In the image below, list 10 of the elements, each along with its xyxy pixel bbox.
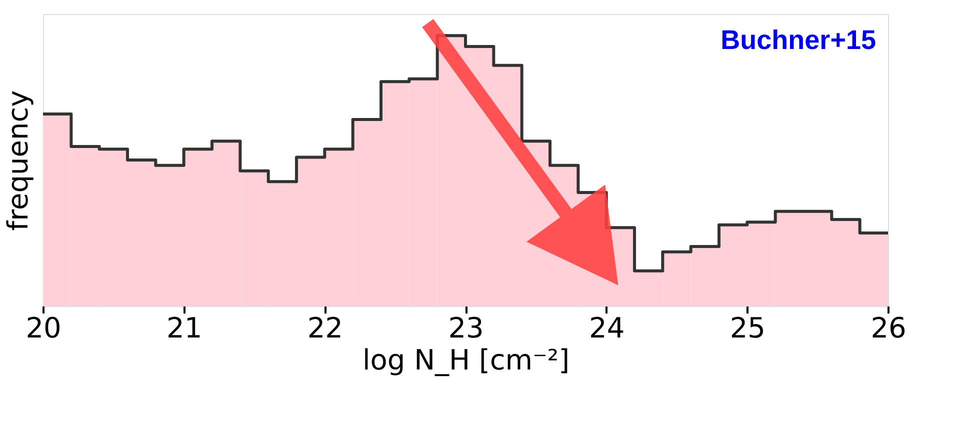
x-tick-label: 24 bbox=[589, 312, 625, 344]
x-tick-label: 25 bbox=[730, 312, 766, 344]
annotation: Buchner+15 bbox=[720, 25, 876, 55]
x-tick-label: 21 bbox=[166, 312, 202, 344]
x-tick-label: 20 bbox=[26, 312, 62, 344]
x-tick-label: 22 bbox=[307, 312, 343, 344]
x-tick-label: 26 bbox=[870, 312, 906, 344]
x-tick-label: 23 bbox=[448, 312, 484, 344]
x-axis-title: log N_H [cm⁻²] bbox=[362, 344, 570, 376]
y-axis-title: frequency bbox=[2, 90, 34, 231]
